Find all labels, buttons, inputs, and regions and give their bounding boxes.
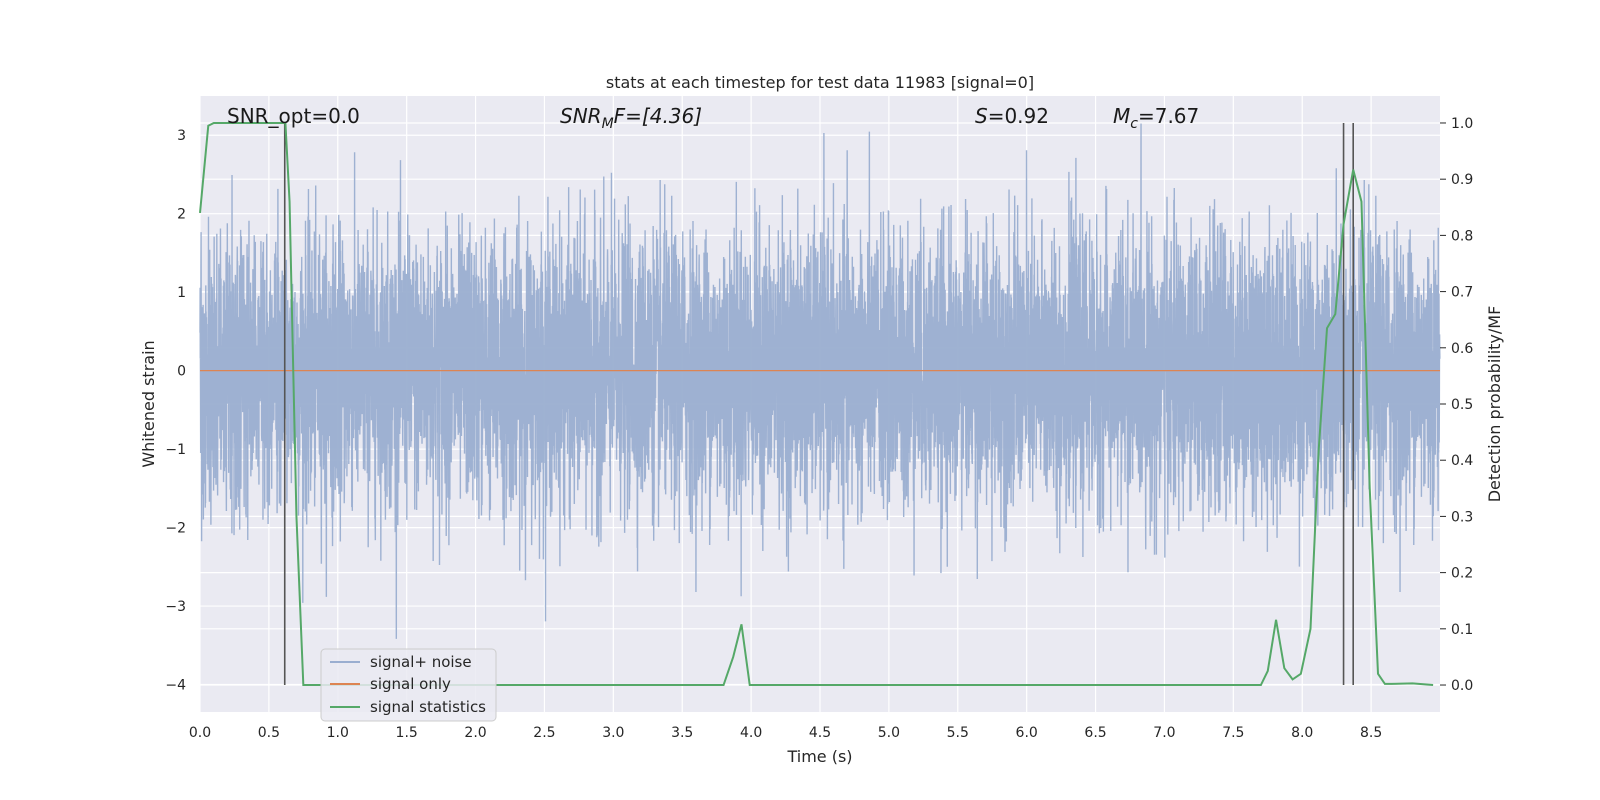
x-tick-label: 7.5: [1222, 725, 1244, 741]
annotation-snr-mf-sub: M: [602, 116, 614, 132]
y2-tick-label: 0.2: [1451, 566, 1473, 582]
y-tick-label: −4: [165, 678, 186, 694]
y-axis-ticks: 3 2 1 0 −1 −2 −3 −4: [165, 128, 186, 693]
chart-title: stats at each timestep for test data 119…: [606, 73, 1034, 92]
annotation-snr-mf-suffix: F=[4.36]: [614, 104, 702, 128]
y2-axis-label: Detection probability/MF: [1485, 306, 1504, 503]
y-tick-label: 0: [177, 364, 186, 380]
y-tick-label: −3: [165, 599, 186, 615]
vertical-lines: [283, 122, 1354, 686]
x-tick-label: 1.0: [327, 725, 349, 741]
y-tick-label: −2: [165, 521, 186, 537]
y-tick-label: 2: [177, 207, 186, 223]
x-axis-label: Time (s): [786, 747, 852, 766]
x-tick-label: 7.0: [1153, 725, 1175, 741]
y2-tick-label: 0.3: [1451, 509, 1473, 525]
signal-statistics-series: [199, 121, 1434, 687]
annotation-snr-mf: SNRMF=[4.36]: [560, 104, 702, 132]
x-tick-label: 3.5: [671, 725, 693, 741]
noise-line: [199, 123, 1441, 639]
y2-tick-label: 0.4: [1451, 453, 1473, 469]
x-tick-label: 0.0: [189, 725, 211, 741]
x-tick-label: 4.5: [809, 725, 831, 741]
x-tick-label: 2.5: [533, 725, 555, 741]
annotation-snr-mf-prefix: SNR: [560, 104, 602, 128]
legend: signal+ noise signal only signal statist…: [320, 648, 497, 722]
x-tick-label: 5.5: [947, 725, 969, 741]
legend-label-signal-only: signal only: [370, 675, 451, 693]
y2-tick-label: 0.6: [1451, 341, 1473, 357]
x-tick-label: 4.0: [740, 725, 762, 741]
x-tick-label: 6.5: [1084, 725, 1106, 741]
noise-series: [199, 123, 1441, 639]
y-tick-label: 1: [177, 285, 186, 301]
y2-tick-label: 0.9: [1451, 172, 1473, 188]
y2-axis-ticks: 1.0 0.9 0.8 0.7 0.6 0.5 0.4 0.3 0.2 0.1 0.0: [1440, 116, 1473, 694]
y2-tick-label: 0.7: [1451, 285, 1473, 301]
y-axis-label: Whitened strain: [139, 340, 158, 467]
legend-label-signal-noise: signal+ noise: [370, 653, 472, 671]
y2-tick-label: 1.0: [1451, 116, 1473, 132]
annotation-s: S=0.92: [975, 104, 1049, 128]
signal-statistics-line: [199, 121, 1434, 687]
x-tick-label: 5.0: [878, 725, 900, 741]
x-tick-label: 1.5: [396, 725, 418, 741]
x-tick-label: 6.0: [1016, 725, 1038, 741]
x-axis-ticks: 0.0 0.5 1.0 1.5 2.0 2.5 3.0 3.5 4.0 4.5 5.0 5.5 6.0 6…: [189, 725, 1382, 741]
y2-tick-label: 0.1: [1451, 622, 1473, 638]
annotation-mc-suffix: =7.67: [1138, 104, 1199, 128]
annotation-s-suffix: =0.92: [988, 104, 1049, 128]
annotation-mc-prefix: M: [1113, 104, 1130, 128]
x-tick-label: 2.0: [464, 725, 486, 741]
y2-tick-label: 0.8: [1451, 228, 1473, 244]
y-tick-label: −1: [165, 442, 186, 458]
annotation-s-prefix: S: [975, 104, 988, 128]
annotation-mc-sub: c: [1130, 116, 1138, 132]
x-tick-label: 8.5: [1360, 725, 1382, 741]
legend-label-signal-statistics: signal statistics: [370, 698, 486, 716]
annotation-snr-opt: SNR_opt=0.0: [227, 104, 360, 128]
y2-tick-label: 0.5: [1451, 397, 1473, 413]
y2-tick-label: 0.0: [1451, 678, 1473, 694]
x-tick-label: 8.0: [1291, 725, 1313, 741]
y-tick-label: 3: [177, 128, 186, 144]
x-tick-label: 0.5: [258, 725, 280, 741]
annotation-mc: Mc=7.67: [1113, 104, 1199, 132]
x-tick-label: 3.0: [602, 725, 624, 741]
legend-box: [320, 648, 497, 722]
